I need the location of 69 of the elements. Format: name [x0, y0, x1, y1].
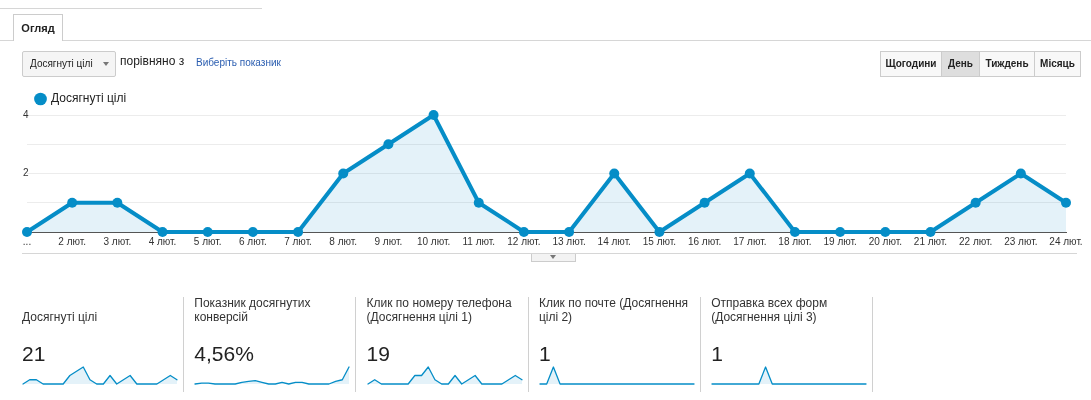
point — [383, 139, 394, 150]
x-tick-label: 14 лют. — [597, 235, 631, 247]
point — [67, 197, 78, 208]
x-tick-label: 12 лют. — [507, 235, 541, 247]
x-tick-label: 22 лют. — [959, 235, 993, 247]
y-tick-label: 4 — [23, 108, 29, 120]
point — [518, 227, 529, 237]
point — [112, 197, 123, 208]
legend-label: Досягнуті цілі — [51, 91, 127, 106]
point — [428, 110, 439, 120]
point — [789, 227, 800, 237]
x-tick-label: 11 лют. — [462, 235, 495, 247]
x-tick-label: 16 лют. — [687, 235, 722, 247]
y-tick-label: 2 — [23, 167, 29, 179]
text: 4,56% — [194, 342, 254, 366]
x-tick-label: 8 лют. — [329, 235, 358, 247]
text: 19 — [366, 342, 390, 366]
x-tick-label: 3 лют. — [103, 235, 132, 247]
point — [157, 227, 168, 237]
tab: Огляд — [13, 14, 63, 41]
x-tick-label: 18 лют. — [778, 235, 812, 247]
chart-title: Досягнуті цілі — [22, 309, 99, 324]
point — [247, 227, 258, 237]
x-tick-label: 9 лют. — [374, 235, 403, 247]
x-tick-label: 20 лют. — [868, 235, 902, 247]
dropdown-field: Досягнуті цілі — [22, 51, 116, 77]
x-tick-label: 17 лют. — [733, 235, 767, 247]
point — [744, 168, 755, 179]
x-tick-label: 4 лют. — [148, 235, 177, 247]
text: 1 — [538, 342, 551, 366]
x-tick-label: 24 лют. — [1049, 235, 1083, 247]
point — [473, 197, 484, 208]
text: 21 — [22, 342, 46, 366]
x-tick-label: 19 лют. — [823, 235, 857, 247]
text: Виберіть показник — [196, 57, 281, 68]
point — [835, 227, 846, 237]
point — [202, 227, 213, 237]
point — [654, 227, 665, 237]
x-tick-label: 6 лют. — [239, 235, 267, 247]
chart-title: Клик по номеру телефона (Досягнення цілі 1) — [366, 296, 513, 324]
period-button: Місяць — [1034, 51, 1081, 77]
x-tick-label: 23 лют. — [1004, 235, 1038, 247]
point — [609, 168, 620, 179]
point — [970, 197, 981, 208]
point — [22, 227, 32, 237]
period-button: Тиждень — [979, 51, 1035, 77]
x-tick-label: 15 лют. — [642, 235, 677, 247]
x-tick-label: 10 лют. — [416, 235, 451, 247]
chart-title: Клик по почте (Досягнення цілі 2) — [538, 296, 690, 324]
point — [1015, 168, 1026, 179]
point — [1061, 197, 1071, 208]
x-tick-label: 2 лют. — [58, 235, 87, 247]
x-tick-label: ... — [22, 235, 32, 247]
point — [338, 168, 349, 179]
point — [293, 227, 304, 237]
text: 1 — [711, 342, 723, 366]
period-button: Щогодини — [880, 51, 942, 77]
period-button: День — [941, 51, 980, 77]
point — [925, 227, 936, 237]
x-tick-label: 21 лют. — [913, 235, 948, 247]
chart-title: Отправка всех форм (Досягнення цілі 3) — [711, 296, 829, 324]
point — [564, 227, 575, 237]
x-tick-label: 7 лют. — [284, 235, 312, 247]
x-tick-label: 5 лют. — [193, 235, 222, 247]
text: порівняно з — [120, 54, 185, 68]
x-tick-label: 13 лют. — [552, 235, 586, 247]
point — [699, 197, 710, 208]
point — [880, 227, 891, 237]
chart-title: Показник досягнутих конверсій — [194, 296, 312, 324]
